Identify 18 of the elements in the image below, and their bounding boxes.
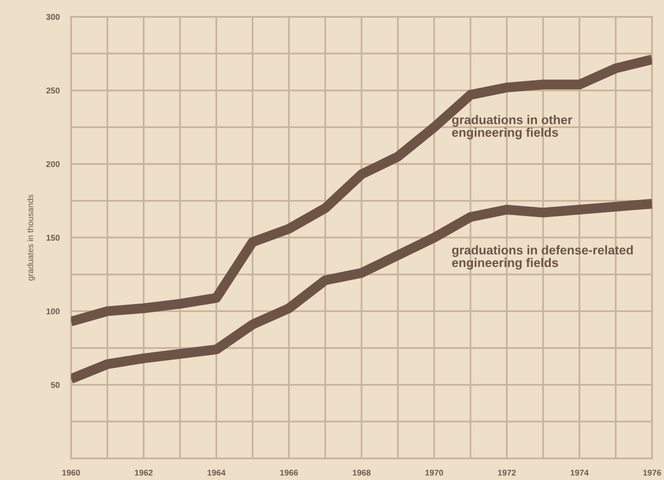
- x-tick-label: 1962: [134, 470, 153, 476]
- y-tick-label: 150: [46, 234, 60, 241]
- x-tick-label: 1964: [208, 470, 226, 476]
- x-tick-label: 1974: [570, 470, 589, 476]
- series-label: graduations in defense-related engineering fields: [452, 245, 633, 270]
- x-tick-label: 1970: [425, 470, 444, 476]
- x-tick-label: 1968: [352, 470, 371, 476]
- x-tick-label: 1976: [643, 470, 662, 476]
- series-label: graduations in other engineering fields: [452, 115, 572, 140]
- y-tick-label: 300: [46, 14, 60, 20]
- y-tick-label: 50: [50, 382, 60, 388]
- x-tick-label: 1966: [280, 470, 298, 476]
- y-axis-title: graduates in thousands: [27, 194, 35, 281]
- x-tick-label: 1972: [498, 470, 516, 476]
- y-tick-label: 250: [46, 88, 60, 94]
- x-tick-label: 1960: [62, 470, 80, 476]
- y-tick-label: 100: [46, 308, 60, 314]
- y-tick-label: 200: [46, 161, 60, 168]
